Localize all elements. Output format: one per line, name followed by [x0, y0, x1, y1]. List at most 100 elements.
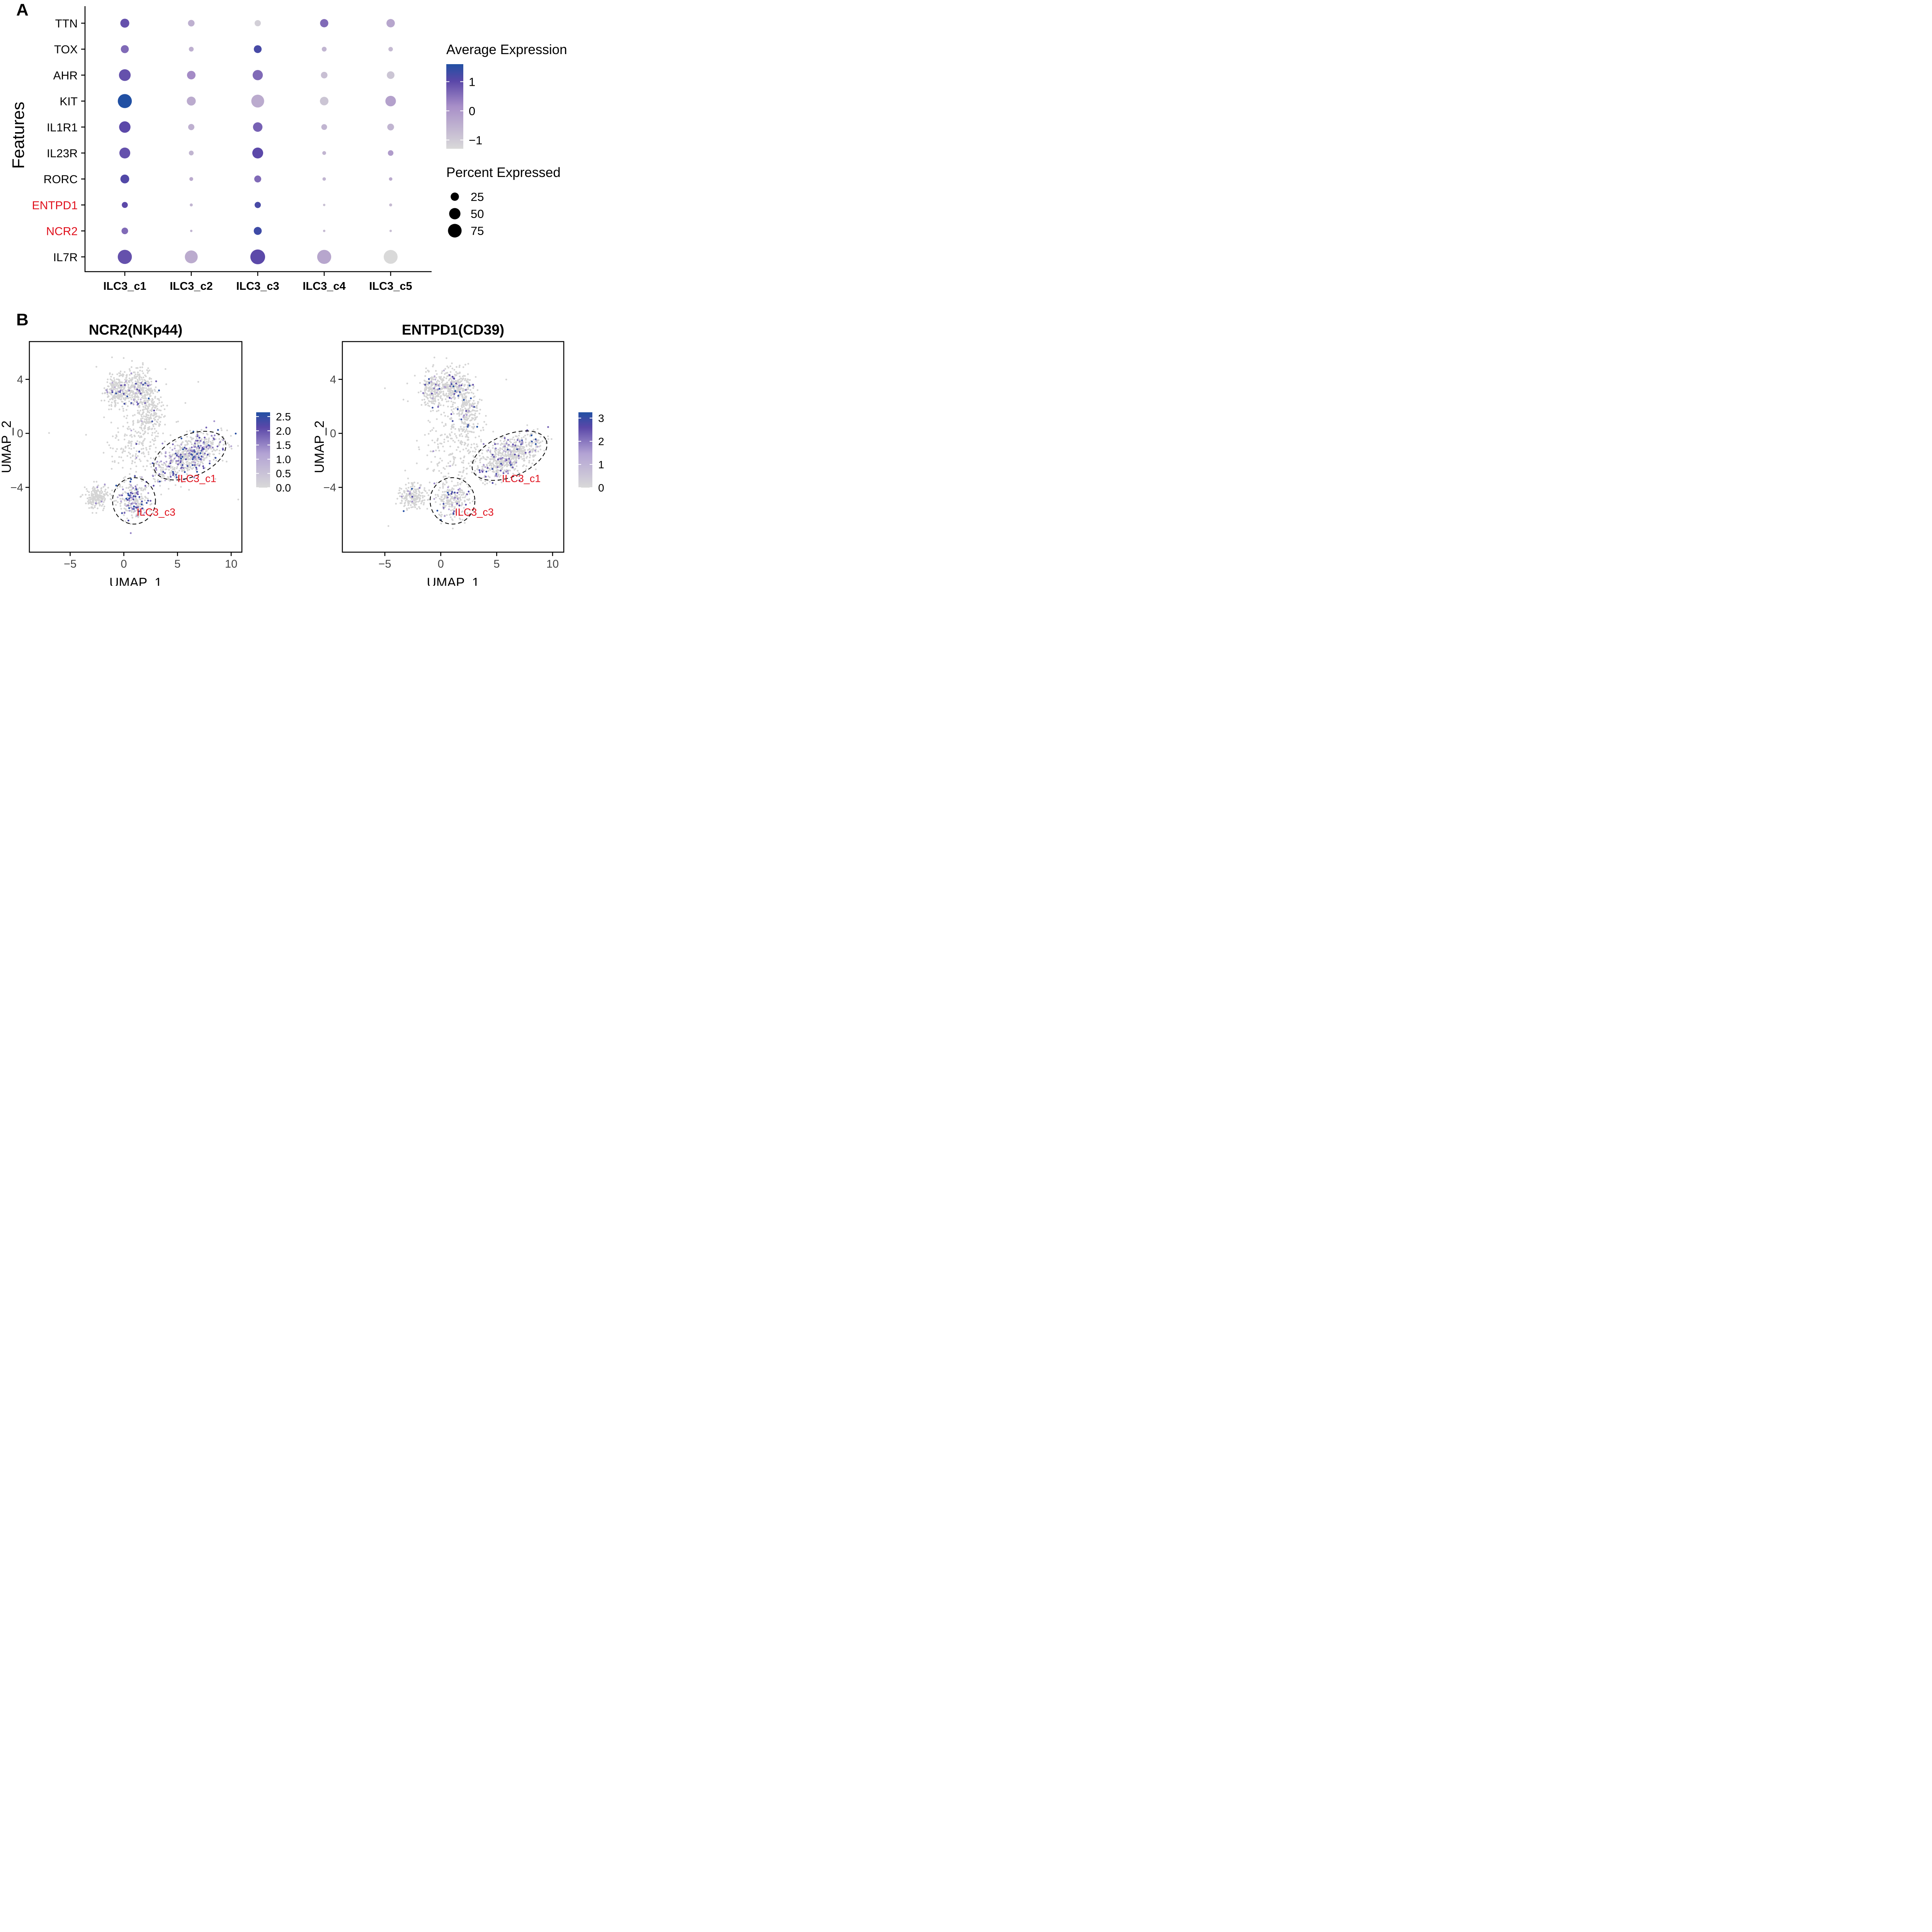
cell-point [153, 443, 155, 446]
cell-point [130, 443, 133, 445]
cell-point [165, 468, 168, 470]
cell-point [133, 392, 135, 394]
cell-point [165, 368, 167, 370]
cell-point [142, 390, 144, 393]
cell-point [472, 423, 474, 425]
cell-point [428, 489, 430, 491]
cell-point [453, 408, 455, 410]
cell-point [147, 370, 149, 372]
cell-point [150, 414, 152, 416]
cell-point [92, 504, 94, 506]
cell-point-expressing [205, 427, 207, 429]
cell-point-expressing [518, 455, 520, 457]
cell-point-expressing [504, 460, 506, 462]
cell-point [476, 405, 478, 407]
cell-point [493, 441, 495, 444]
cell-point [446, 375, 448, 378]
cell-point [151, 400, 153, 402]
cell-point [407, 504, 409, 506]
cell-point [129, 489, 131, 492]
cell-point [424, 391, 426, 394]
dot-ahr-ilc3_c4 [321, 71, 328, 78]
cell-point [237, 445, 239, 447]
cell-point [116, 487, 118, 489]
cell-point [468, 425, 471, 427]
cell-point [430, 391, 432, 393]
cell-point-expressing [452, 385, 454, 388]
cell-point [427, 381, 429, 383]
average-expression-colorbar [446, 64, 463, 149]
y-axis-label: UMAP_2 [0, 420, 14, 473]
cell-point [407, 486, 410, 489]
cell-point [476, 468, 478, 470]
cell-point [462, 410, 464, 412]
cell-point [416, 462, 418, 464]
cell-point [453, 423, 455, 425]
cell-point [495, 453, 497, 455]
cell-point [449, 489, 451, 491]
cell-point-expressing [465, 389, 467, 391]
cell-point [128, 442, 129, 444]
cell-point-expressing [435, 383, 437, 386]
cell-point [120, 508, 122, 510]
cell-point [131, 360, 133, 362]
cell-point [179, 474, 181, 476]
cell-point [448, 393, 450, 395]
cell-point-expressing [204, 437, 206, 439]
cell-point [138, 498, 141, 500]
cell-point [445, 393, 447, 395]
cell-point [463, 507, 465, 509]
cell-point [429, 394, 431, 396]
cell-point [90, 493, 93, 495]
cell-point [441, 459, 443, 462]
cell-point [447, 400, 449, 402]
cell-point [450, 389, 452, 391]
cell-point [426, 454, 429, 456]
cell-point [172, 454, 174, 456]
cell-point [170, 434, 172, 436]
cell-point [107, 486, 109, 489]
cell-point [439, 514, 441, 516]
cell-point [128, 384, 129, 386]
cell-point [463, 460, 464, 462]
cell-point [467, 384, 469, 386]
cell-point [160, 405, 162, 407]
cell-point [170, 465, 172, 467]
cell-point [412, 483, 414, 485]
cell-point-expressing [459, 391, 461, 393]
cell-point [132, 415, 134, 417]
cell-point [102, 452, 105, 454]
cell-point-expressing [214, 434, 216, 437]
cell-point [505, 440, 508, 443]
cell-point [479, 455, 481, 457]
cell-point [126, 390, 128, 392]
cell-point [442, 391, 444, 393]
cell-point [95, 499, 97, 501]
category-label-ilc3_c2: ILC3_c2 [170, 280, 213, 293]
cell-point [449, 365, 451, 367]
umap-title: ENTPD1(CD39) [402, 322, 504, 338]
cell-point [423, 489, 425, 491]
cell-point [123, 477, 125, 479]
cell-point [138, 513, 140, 515]
cell-point [92, 486, 95, 488]
cell-point [496, 470, 498, 472]
cell-point-expressing [198, 464, 201, 467]
cell-point [134, 401, 136, 403]
cell-point [443, 475, 445, 478]
cell-point [158, 423, 160, 425]
cell-point [124, 500, 126, 502]
cell-point [105, 493, 108, 495]
cell-point [423, 502, 425, 504]
cell-point [147, 367, 149, 369]
cell-point [152, 512, 154, 514]
cell-point [129, 389, 132, 392]
cell-point [144, 374, 146, 376]
cell-point [418, 490, 420, 492]
cell-point-expressing [194, 442, 196, 445]
cell-point [498, 452, 500, 454]
cell-point [463, 469, 465, 471]
cell-point [474, 461, 476, 463]
cell-point-expressing [173, 447, 176, 449]
cell-point [451, 386, 453, 388]
